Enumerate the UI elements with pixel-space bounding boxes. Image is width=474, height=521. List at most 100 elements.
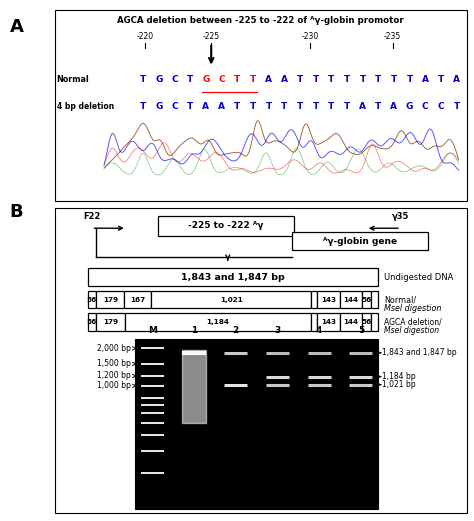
Text: 1,200 bp: 1,200 bp (97, 371, 131, 380)
Text: T: T (406, 76, 413, 84)
Text: B: B (9, 203, 23, 221)
Text: T: T (281, 102, 287, 111)
Text: A: A (359, 102, 366, 111)
Text: T: T (234, 76, 240, 84)
Text: -225: -225 (203, 32, 220, 41)
Bar (88, 313, 96, 331)
Bar (371, 313, 378, 331)
Text: Msel digestion: Msel digestion (384, 304, 442, 313)
Bar (317, 291, 340, 308)
Bar (125, 313, 311, 331)
Text: 167: 167 (130, 296, 145, 303)
Text: 1,843 and 1,847 bp: 1,843 and 1,847 bp (383, 349, 457, 357)
Text: T: T (344, 76, 350, 84)
Text: 1,500 bp: 1,500 bp (97, 359, 131, 368)
Text: 1,184 bp: 1,184 bp (383, 372, 416, 381)
Bar (96, 291, 125, 308)
Text: A: A (453, 76, 460, 84)
Text: 1,184: 1,184 (207, 319, 229, 325)
Bar (151, 291, 311, 308)
Text: 1,843 and 1,847 bp: 1,843 and 1,847 bp (181, 273, 285, 282)
Text: T: T (312, 102, 319, 111)
Text: A: A (265, 76, 272, 84)
Text: 1,021 bp: 1,021 bp (383, 380, 416, 389)
Text: 144: 144 (344, 296, 359, 303)
Text: A: A (422, 76, 429, 84)
Text: 1,021: 1,021 (220, 296, 243, 303)
Text: T: T (312, 76, 319, 84)
Text: 1: 1 (191, 326, 197, 335)
Text: 5: 5 (358, 326, 364, 335)
Text: -220: -220 (137, 32, 154, 41)
Bar (157, 216, 294, 236)
Text: A: A (202, 102, 210, 111)
Bar (371, 291, 378, 308)
Text: T: T (234, 102, 240, 111)
Bar (363, 291, 371, 308)
Text: 56: 56 (87, 296, 97, 303)
Text: AGCA deletion between -225 to -222 of ᴬγ-globin promotor: AGCA deletion between -225 to -222 of ᴬγ… (118, 16, 404, 25)
Text: C: C (171, 102, 178, 111)
Text: 1,000 bp: 1,000 bp (97, 381, 131, 390)
Bar (292, 232, 428, 251)
Text: G: G (155, 76, 163, 84)
Text: T: T (297, 76, 303, 84)
Text: T: T (140, 76, 146, 84)
Text: 143: 143 (321, 296, 336, 303)
Text: Normal: Normal (56, 76, 89, 84)
Text: 2,000 bp: 2,000 bp (97, 344, 131, 353)
Text: T: T (265, 102, 272, 111)
Bar (135, 339, 378, 508)
Text: A: A (218, 102, 225, 111)
Bar (88, 291, 96, 308)
Text: A: A (9, 18, 23, 36)
Text: C: C (218, 76, 225, 84)
Text: 143: 143 (321, 319, 336, 325)
Text: A: A (391, 102, 397, 111)
Text: 179: 179 (103, 296, 118, 303)
Text: T: T (187, 102, 193, 111)
Bar (96, 313, 125, 331)
Bar (363, 313, 371, 331)
Text: T: T (344, 102, 350, 111)
Text: 4 bp deletion: 4 bp deletion (56, 102, 114, 111)
Text: 2: 2 (233, 326, 239, 335)
Text: 56: 56 (362, 296, 372, 303)
Text: 3: 3 (274, 326, 281, 335)
Text: F22: F22 (83, 212, 100, 220)
Text: T: T (140, 102, 146, 111)
Text: G: G (202, 76, 210, 84)
Text: T: T (328, 76, 334, 84)
Bar (340, 313, 363, 331)
Text: -235: -235 (384, 32, 401, 41)
Text: 56: 56 (362, 319, 372, 325)
Text: G: G (155, 102, 163, 111)
Text: T: T (375, 102, 382, 111)
Text: 56: 56 (87, 319, 97, 325)
Text: T: T (250, 102, 256, 111)
Text: -225 to -222 ᴬγ: -225 to -222 ᴬγ (188, 221, 264, 230)
Text: T: T (297, 102, 303, 111)
Text: 144: 144 (344, 319, 359, 325)
Bar (340, 291, 363, 308)
Text: T: T (250, 76, 256, 84)
Text: T: T (187, 76, 193, 84)
Bar (88, 268, 378, 286)
Text: Msel digestion: Msel digestion (384, 327, 439, 336)
Text: T: T (438, 76, 444, 84)
Text: -230: -230 (301, 32, 319, 41)
Text: C: C (171, 76, 178, 84)
Text: G: G (406, 102, 413, 111)
Bar (311, 291, 317, 308)
Text: T: T (359, 76, 365, 84)
Text: AGCA deletion/: AGCA deletion/ (384, 317, 442, 326)
Text: T: T (391, 76, 397, 84)
Text: M: M (148, 326, 157, 335)
Bar (311, 313, 317, 331)
Text: Undigested DNA: Undigested DNA (384, 273, 454, 282)
Text: A: A (281, 76, 288, 84)
Text: Normal/: Normal/ (384, 295, 417, 304)
Text: ᴬγ-globin gene: ᴬγ-globin gene (323, 237, 397, 246)
Text: C: C (438, 102, 444, 111)
Text: γ35: γ35 (392, 212, 410, 220)
